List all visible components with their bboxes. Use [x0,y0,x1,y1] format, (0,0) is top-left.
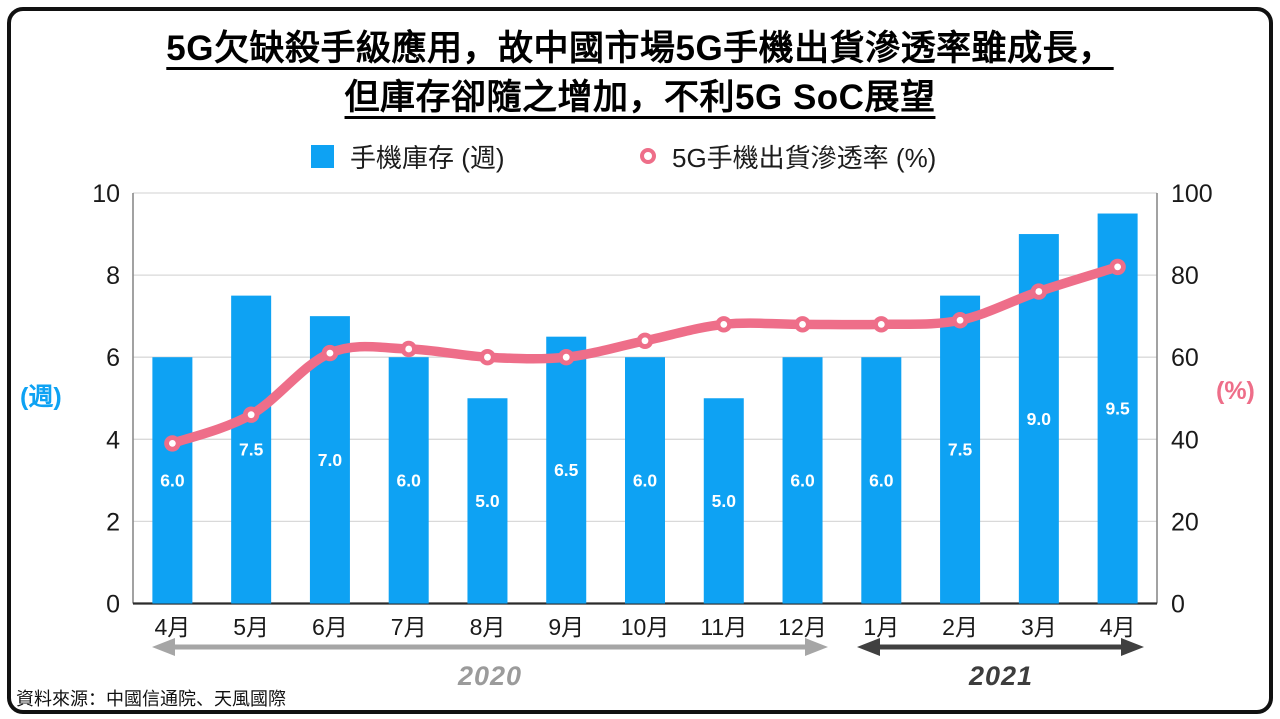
x-axis-month-label: 10月 [621,614,670,640]
bar [467,398,508,604]
left-axis-tick: 10 [92,180,120,208]
right-axis-tick: 20 [1171,508,1199,536]
year-label-2021: 2021 [968,661,1034,691]
bar [152,357,193,604]
legend-label: 5G手機出貨滲透率 (%) [672,142,937,173]
line-point-marker-hole [484,353,491,361]
bar [703,398,744,604]
bar-value-label: 5.0 [712,491,737,511]
x-axis-month-label: 1月 [863,614,899,640]
left-axis-tick: 2 [106,508,120,536]
line-point-marker-hole [326,349,334,357]
x-axis-month-label: 4月 [154,614,190,640]
bar-value-label: 7.5 [239,440,264,460]
bar [388,357,429,604]
x-axis-month-label: 12月 [778,614,827,640]
line-point-marker-hole [1035,288,1043,295]
bar-value-label: 6.0 [633,470,658,490]
line-point-marker-hole [405,345,413,353]
x-axis-month-label: 5月 [233,614,269,640]
line-point-marker-hole [168,440,176,447]
right-axis-tick: 100 [1171,180,1213,208]
x-axis-month-label: 6月 [312,614,348,640]
bar-value-label: 6.5 [554,460,579,480]
line-point-marker-hole [247,411,255,419]
legend-item-inventory: 手機庫存 (週) [311,141,505,173]
left-axis-tick: 4 [106,426,120,454]
bar-value-label: 7.5 [948,440,973,460]
line-point-marker-hole [1114,263,1122,271]
pink-ring-swatch-icon [640,148,656,164]
right-axis-tick: 60 [1171,344,1199,372]
page-title: 5G欠缺殺手級應用，故中國市場5G手機出貨滲透率雖成長， 但庫存卻隨之增加，不利… [0,24,1280,122]
line-point-marker-hole [562,353,570,361]
left-axis-tick: 0 [106,591,120,619]
bar-value-label: 9.5 [1105,399,1130,419]
title-line-2: 但庫存卻隨之增加，不利5G SoC展望 [344,78,936,117]
x-axis-month-label: 2月 [942,614,978,640]
bar-value-label: 7.0 [318,450,343,470]
line-point-marker-hole [956,316,964,324]
bar [231,295,272,604]
x-axis-month-label: 11月 [700,614,747,640]
right-axis-tick: 0 [1171,591,1185,619]
x-axis-month-label: 8月 [470,614,506,640]
bar [546,336,587,604]
legend-item-penetration: 5G手機出貨滲透率 (%) [640,141,936,173]
right-axis-tick: 40 [1171,426,1199,454]
bar [940,295,981,604]
chart-legend: 手機庫存 (週) 5G手機出貨滲透率 (%) [0,141,1280,173]
year-label-2020: 2020 [457,661,523,691]
bar [625,357,665,604]
x-axis-month-label: 9月 [548,614,584,640]
arrow-2021-left-head-icon [857,638,880,656]
x-axis-month-label: 7月 [391,614,427,640]
bar [861,357,902,604]
line-point-marker-hole [720,320,728,328]
left-axis-unit: (週) [20,383,62,411]
bar-value-label: 6.0 [869,470,894,490]
legend-label: 手機庫存 (週) [350,142,505,173]
title-line-1: 5G欠缺殺手級應用，故中國市場5G手機出貨滲透率雖成長， [166,29,1114,68]
bar [1097,213,1138,604]
bar-value-label: 6.0 [160,470,185,490]
bar-value-label: 6.0 [397,470,422,490]
bar [782,357,823,604]
line-point-marker-hole [799,320,806,328]
bar-value-label: 5.0 [475,491,500,511]
bar-value-label: 6.0 [790,470,815,490]
x-axis-month-label: 3月 [1021,614,1057,640]
right-axis-tick: 80 [1171,262,1199,290]
right-axis-unit: (%) [1216,377,1255,405]
left-axis-tick: 8 [106,262,120,290]
line-point-marker-hole [877,320,885,328]
arrow-2020-left-head-icon [152,638,175,656]
source-note: 資料來源：中國信通院、天風國際 [16,689,286,709]
arrow-2020-right-head-icon [805,638,828,656]
blue-square-swatch-icon [311,144,334,168]
arrow-2021-right-head-icon [1121,638,1144,656]
x-axis-month-label: 4月 [1100,614,1136,640]
bar-value-label: 9.0 [1027,409,1052,429]
left-axis-tick: 6 [106,344,120,372]
line-point-marker-hole [641,337,649,345]
